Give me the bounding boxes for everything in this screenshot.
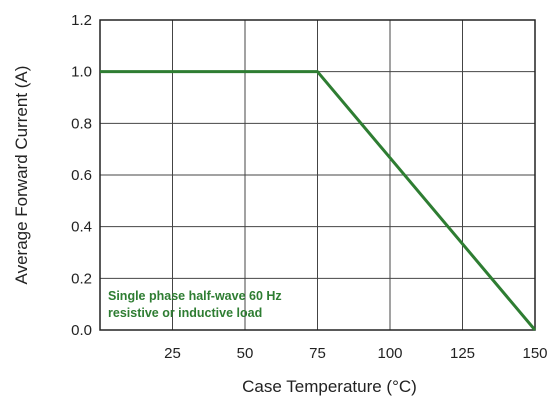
x-tick-label: 50	[237, 345, 254, 362]
y-tick-label: 0.6	[71, 167, 92, 184]
annotation-line-2: resistive or inductive load	[108, 306, 262, 320]
grid	[100, 19, 536, 331]
y-axis-ticks: 0.0 0.2 0.4 0.6 0.8 1.0 1.2	[71, 12, 92, 339]
y-tick-label: 1.0	[71, 64, 92, 81]
x-axis-ticks: 25 50 75 100 125 150	[164, 345, 547, 362]
plot-frame	[99, 19, 536, 331]
y-tick-label: 0.4	[71, 219, 92, 236]
y-axis-title: Average Forward Current (A)	[12, 66, 31, 285]
y-tick-label: 0.0	[71, 322, 92, 339]
x-tick-label: 25	[164, 345, 181, 362]
x-tick-label: 75	[309, 345, 326, 362]
y-tick-label: 0.8	[71, 115, 92, 132]
x-tick-label: 125	[450, 345, 475, 362]
annotation-line-1: Single phase half-wave 60 Hz	[108, 289, 282, 303]
x-axis-title: Case Temperature (°C)	[242, 377, 417, 396]
series-line	[100, 70, 537, 331]
y-tick-label: 1.2	[71, 12, 92, 29]
x-tick-label: 100	[377, 345, 402, 362]
x-tick-label: 150	[522, 345, 547, 362]
y-tick-label: 0.2	[71, 270, 92, 287]
